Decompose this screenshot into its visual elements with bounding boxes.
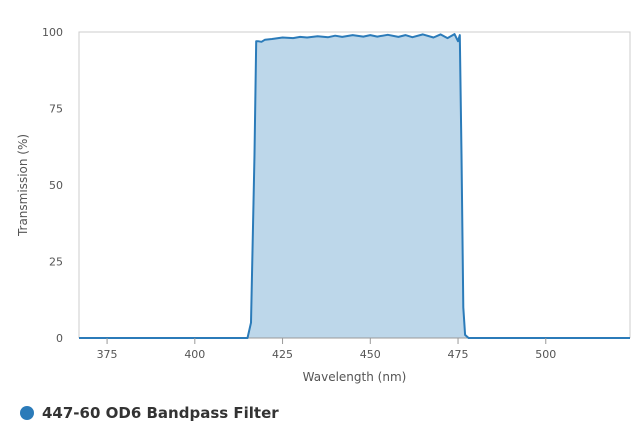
x-tick-label: 375 (97, 348, 118, 361)
series-area (79, 34, 630, 338)
y-tick-label: 100 (42, 26, 63, 39)
x-tick-label: 425 (272, 348, 293, 361)
chart: 375 400 425 450 475 500 0 25 50 75 100 Wavelength (… (16, 26, 631, 384)
x-tick-label: 450 (360, 348, 381, 361)
y-tick-label: 25 (49, 256, 63, 269)
legend-label: 447-60 OD6 Bandpass Filter (42, 404, 279, 422)
y-tick-label: 75 (49, 103, 63, 116)
legend[interactable]: 447-60 OD6 Bandpass Filter (20, 404, 279, 422)
plot-frame (78, 31, 631, 338)
y-tick-label: 50 (49, 179, 63, 192)
x-tick-label: 500 (535, 348, 556, 361)
x-tick-label: 475 (448, 348, 469, 361)
y-tick-label: 0 (56, 332, 63, 345)
series-line (79, 33, 630, 339)
x-tick-label: 400 (184, 348, 205, 361)
x-axis-title: Wavelength (nm) (303, 370, 407, 384)
y-axis-title: Transmission (%) (16, 134, 30, 237)
legend-marker (20, 406, 34, 420)
